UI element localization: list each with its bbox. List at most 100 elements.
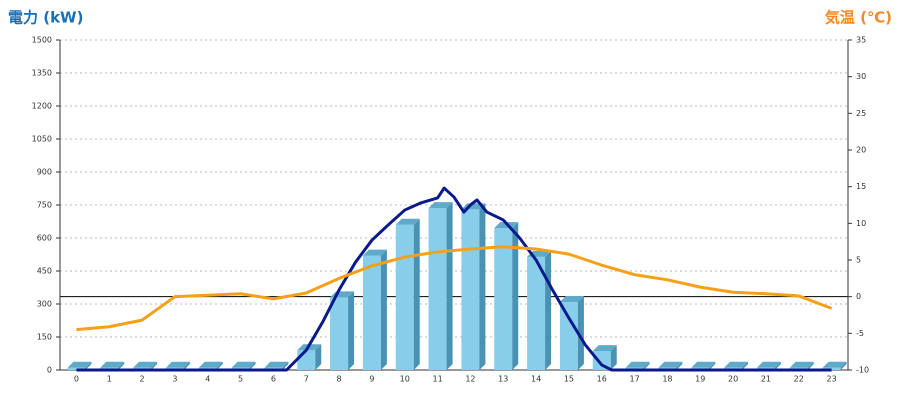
bar-side <box>840 361 847 370</box>
bar-top <box>395 218 420 225</box>
bar-side <box>151 361 158 370</box>
x-tick-label: 4 <box>205 375 210 384</box>
bar <box>330 291 355 370</box>
y-tick-label: 900 <box>37 168 52 177</box>
bar <box>559 296 584 370</box>
x-tick-label: 22 <box>794 375 804 384</box>
bar-top <box>789 361 814 368</box>
x-tick-label: 7 <box>304 375 309 384</box>
bar-top <box>724 361 749 368</box>
x-tick-label: 13 <box>498 375 508 384</box>
bar-side <box>249 361 256 370</box>
bar-side <box>643 361 650 370</box>
x-tick-label: 6 <box>271 375 276 384</box>
y-tick-label: 600 <box>37 234 52 243</box>
x-tick-label: 1 <box>107 375 112 384</box>
x-tick-label: 21 <box>761 375 771 384</box>
x-tick-label: 19 <box>695 375 705 384</box>
right-axis-title: 気温 (℃) <box>825 9 892 27</box>
line <box>76 186 832 372</box>
bar-top <box>165 361 190 368</box>
y2-tick-label: 35 <box>856 36 866 45</box>
bar-front <box>592 351 611 370</box>
y2-tick-label: 25 <box>856 109 866 118</box>
x-tick-label: 17 <box>629 375 639 384</box>
bar-side <box>774 361 781 370</box>
x-tick-label: 23 <box>826 375 836 384</box>
bar <box>395 218 420 370</box>
y2-tick-label: 10 <box>856 219 866 228</box>
bar-top <box>625 361 650 368</box>
bar-front <box>362 255 381 370</box>
bar <box>428 202 453 370</box>
bar-top <box>822 361 847 368</box>
bar-side <box>577 296 584 370</box>
bar-side <box>512 222 519 370</box>
y2-tick-label: 20 <box>856 146 866 155</box>
x-tick-label: 8 <box>337 375 342 384</box>
x-tick-label: 12 <box>465 375 475 384</box>
x-tick-label: 10 <box>400 375 410 384</box>
bar-side <box>348 291 355 370</box>
bar <box>362 249 387 370</box>
bar-front <box>297 350 316 370</box>
y2-tick-label: 30 <box>856 72 866 81</box>
bar-top <box>756 361 781 368</box>
y2-tick-label: 0 <box>856 292 861 301</box>
bar-top <box>362 249 387 256</box>
bar-side <box>479 203 486 370</box>
bar-side <box>807 361 814 370</box>
y-tick-label: 150 <box>37 333 52 342</box>
bar-side <box>610 345 617 370</box>
bar-front <box>527 256 546 370</box>
y-tick-label: 1500 <box>32 36 52 45</box>
bar-front <box>461 209 480 370</box>
bar-side <box>676 361 683 370</box>
bar-front <box>330 297 349 370</box>
bar-side <box>315 344 322 370</box>
bar <box>461 203 486 370</box>
bar-top <box>100 361 125 368</box>
bar-front <box>395 224 414 370</box>
bar-top <box>658 361 683 368</box>
bar-side <box>446 202 453 370</box>
y-tick-label: 450 <box>37 267 52 276</box>
x-tick-label: 0 <box>74 375 79 384</box>
bar-top <box>592 345 617 352</box>
bar-side <box>709 361 716 370</box>
bar-side <box>118 361 125 370</box>
x-tick-label: 14 <box>531 375 541 384</box>
y-tick-label: 300 <box>37 300 52 309</box>
y-tick-label: 1050 <box>32 135 52 144</box>
bar-side <box>545 250 552 370</box>
bar <box>527 250 552 370</box>
bar-side <box>85 361 92 370</box>
bar-side <box>742 361 749 370</box>
bar-front <box>494 228 513 370</box>
y-tick-label: 750 <box>37 201 52 210</box>
bar <box>494 222 519 370</box>
left-axis-title: 電力 (kW) <box>8 9 83 27</box>
y-tick-label: 0 <box>47 366 52 375</box>
bar-front <box>428 208 447 370</box>
bar-side <box>183 361 190 370</box>
x-tick-label: 3 <box>172 375 177 384</box>
y-tick-label: 1200 <box>32 102 52 111</box>
bar-top <box>559 296 584 303</box>
bar-top <box>133 361 158 368</box>
bar-side <box>282 361 289 370</box>
bar-top <box>691 361 716 368</box>
x-tick-label: 5 <box>238 375 243 384</box>
bar-front <box>559 302 578 370</box>
bar-side <box>216 361 223 370</box>
bar <box>592 345 617 370</box>
bar-top <box>67 361 92 368</box>
bar-side <box>413 218 420 370</box>
bar-top <box>428 202 453 209</box>
x-tick-label: 11 <box>432 375 442 384</box>
x-tick-label: 2 <box>140 375 145 384</box>
bar-top <box>264 361 289 368</box>
y2-tick-label: 5 <box>856 256 861 265</box>
bar-top <box>231 361 256 368</box>
x-tick-label: 18 <box>662 375 672 384</box>
